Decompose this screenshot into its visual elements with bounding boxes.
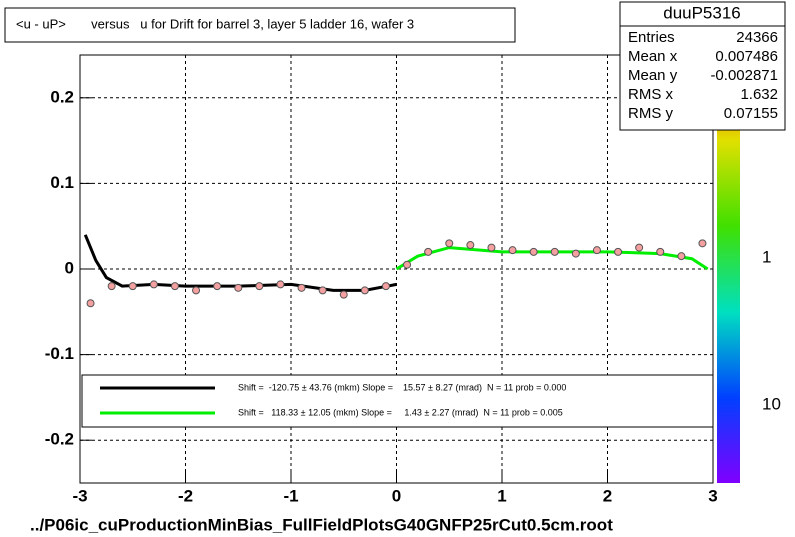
y-tick-label: -0.1	[45, 344, 74, 363]
x-tick-label: -1	[283, 486, 298, 505]
profile-point	[149, 280, 158, 289]
stats-title: duuP5316	[663, 3, 741, 22]
x-tick-label: 3	[708, 486, 717, 505]
stats-box	[619, 1, 786, 131]
stats-value: 0.07155	[724, 105, 778, 122]
stats-value: -0.002871	[710, 67, 778, 84]
profile-point	[128, 282, 137, 291]
profile-point	[107, 282, 116, 291]
profile-point	[656, 247, 665, 256]
profile-point	[614, 247, 623, 256]
stats-label: RMS x	[628, 86, 674, 103]
stats-label: Mean y	[628, 67, 678, 84]
profile-point	[381, 282, 390, 291]
profile-point	[592, 246, 601, 255]
footer: ../P06ic_cuProductionMinBias_FullFieldPl…	[30, 515, 613, 534]
profile-point	[424, 247, 433, 256]
x-tick-label: -2	[178, 486, 193, 505]
stats-label: Entries	[628, 29, 675, 46]
palette-label: 1	[762, 247, 771, 266]
profile-point	[192, 286, 201, 295]
profile-point	[318, 286, 327, 295]
stats-value: 24366	[736, 29, 778, 46]
profile-point	[297, 283, 306, 292]
legend-label: Shift = -120.75 ± 43.76 (mkm) Slope = 15…	[238, 382, 566, 392]
stats-label: Mean x	[628, 48, 678, 65]
profile-point	[677, 252, 686, 261]
legend-label: Shift = 118.33 ± 12.05 (mkm) Slope = 1.4…	[238, 407, 563, 417]
profile-point	[508, 246, 517, 255]
x-tick-label: -3	[72, 486, 87, 505]
legend-box	[81, 374, 714, 428]
profile-point	[213, 282, 222, 291]
profile-point	[571, 249, 580, 258]
profile-point	[255, 282, 264, 291]
profile-point	[698, 239, 707, 248]
palette-label: 10	[762, 394, 781, 413]
profile-point	[529, 247, 538, 256]
profile-point	[276, 280, 285, 289]
x-tick-label: 0	[392, 486, 401, 505]
profile-point	[403, 260, 412, 269]
chart-title: <u - uP> versus u for Drift for barrel 3…	[16, 16, 414, 31]
palette	[717, 55, 740, 483]
y-tick-label: 0.1	[50, 173, 74, 192]
fit-curve	[83, 234, 397, 292]
profile-point	[635, 243, 644, 252]
stats-label: RMS y	[628, 105, 674, 122]
profile-point	[445, 239, 454, 248]
profile-point	[360, 286, 369, 295]
y-tick-label: -0.2	[45, 430, 74, 449]
profile-point	[86, 299, 95, 308]
y-tick-label: 0.2	[50, 87, 74, 106]
profile-point	[550, 247, 559, 256]
profile-point	[170, 282, 179, 291]
x-tick-label: 2	[603, 486, 612, 505]
profile-point	[487, 243, 496, 252]
profile-point	[466, 241, 475, 250]
profile-point	[234, 283, 243, 292]
profile-point	[339, 290, 348, 299]
stats-value: 0.007486	[715, 48, 778, 65]
y-tick-label: 0	[65, 258, 74, 277]
x-tick-label: 1	[497, 486, 506, 505]
stats-value: 1.632	[740, 86, 778, 103]
title-box	[4, 7, 516, 43]
